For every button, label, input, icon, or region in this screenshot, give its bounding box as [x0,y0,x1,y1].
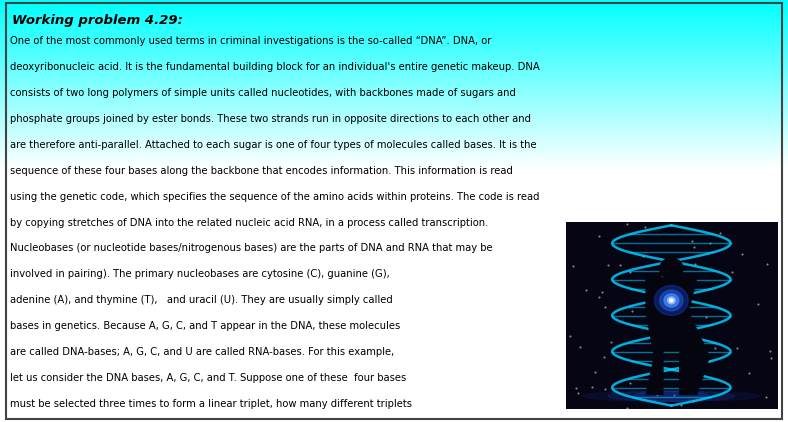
Circle shape [670,299,673,302]
Point [686,238,698,245]
Point [621,221,634,227]
Point [764,348,776,354]
Point [585,384,598,390]
Point [669,326,682,333]
Circle shape [660,258,683,279]
Point [764,355,777,362]
Text: Nucleobases (or nucleotide bases/nitrogenous bases) are the parts of DNA and RNA: Nucleobases (or nucleotide bases/nitroge… [10,243,492,254]
Point [704,239,716,246]
Text: using the genetic code, which specifies the sequence of the amino acids within p: using the genetic code, which specifies … [10,192,540,202]
Point [752,300,764,307]
Point [599,386,611,392]
Polygon shape [646,278,709,394]
Text: are called DNA-bases; A, G, C, and U are called RNA-bases. For this example,: are called DNA-bases; A, G, C, and U are… [10,347,395,357]
Circle shape [655,285,688,316]
Point [637,253,649,260]
Point [621,405,634,412]
Point [671,255,683,262]
Point [686,398,699,404]
Point [580,286,593,293]
Point [760,394,772,401]
Point [760,260,773,267]
Point [651,392,663,399]
Ellipse shape [608,391,734,401]
Text: involved in pairing). The primary nucleobases are cytosine (C), guanine (G),: involved in pairing). The primary nucleo… [10,269,390,279]
Point [652,317,665,324]
Point [602,261,615,268]
Point [598,353,611,360]
Point [700,313,712,320]
Point [593,294,605,300]
Text: deoxyribonucleic acid. It is the fundamental building block for an individual's : deoxyribonucleic acid. It is the fundame… [10,62,540,72]
Circle shape [664,294,678,307]
Point [614,261,626,268]
Text: bases in genetics. Because A, G, C, and T appear in the DNA, these molecules: bases in genetics. Because A, G, C, and … [10,322,400,331]
Point [604,339,617,346]
Point [569,384,582,391]
Point [624,269,637,276]
Point [572,390,585,396]
Point [598,304,611,311]
Text: adenine (A), and thymine (T),   and uracil (U). They are usually simply called: adenine (A), and thymine (T), and uracil… [10,295,393,306]
Text: let us consider the DNA bases, A, G, C, and T. Suppose one of these  four bases: let us consider the DNA bases, A, G, C, … [10,373,407,383]
Point [689,261,701,268]
Ellipse shape [634,391,709,401]
Text: One of the most commonly used terms in criminal investigations is the so-called : One of the most commonly used terms in c… [10,36,492,46]
Point [624,379,637,386]
Circle shape [667,297,675,304]
Text: must be selected three times to form a linear triplet, how many different triple: must be selected three times to form a l… [10,399,412,409]
Text: Working problem 4.29:: Working problem 4.29: [12,14,183,27]
Point [730,345,743,352]
Text: phosphate groups joined by ester bonds. These two strands run in opposite direct: phosphate groups joined by ester bonds. … [10,114,531,124]
Text: by copying stretches of DNA into the related nucleic acid RNA, in a process call: by copying stretches of DNA into the rel… [10,217,489,227]
Circle shape [660,290,683,311]
Point [714,230,727,236]
Point [656,273,668,280]
Point [593,233,605,240]
Point [725,269,738,276]
Point [664,272,677,279]
Point [626,308,638,314]
Point [668,392,681,399]
Point [742,369,755,376]
Point [688,244,701,251]
Text: sequence of these four bases along the backbone that encodes information. This i: sequence of these four bases along the b… [10,165,513,176]
Point [589,369,601,376]
Text: consists of two long polymers of simple units called nucleotides, with backbones: consists of two long polymers of simple … [10,88,516,98]
Ellipse shape [582,391,760,401]
Point [675,401,688,408]
Text: are therefore anti-parallel. Attached to each sugar is one of four types of mole: are therefore anti-parallel. Attached to… [10,140,537,150]
Point [685,338,697,345]
Point [573,344,585,351]
Point [564,333,577,340]
Point [638,224,651,231]
Point [596,289,608,296]
Point [735,250,748,257]
Point [709,345,722,352]
Point [567,263,579,270]
